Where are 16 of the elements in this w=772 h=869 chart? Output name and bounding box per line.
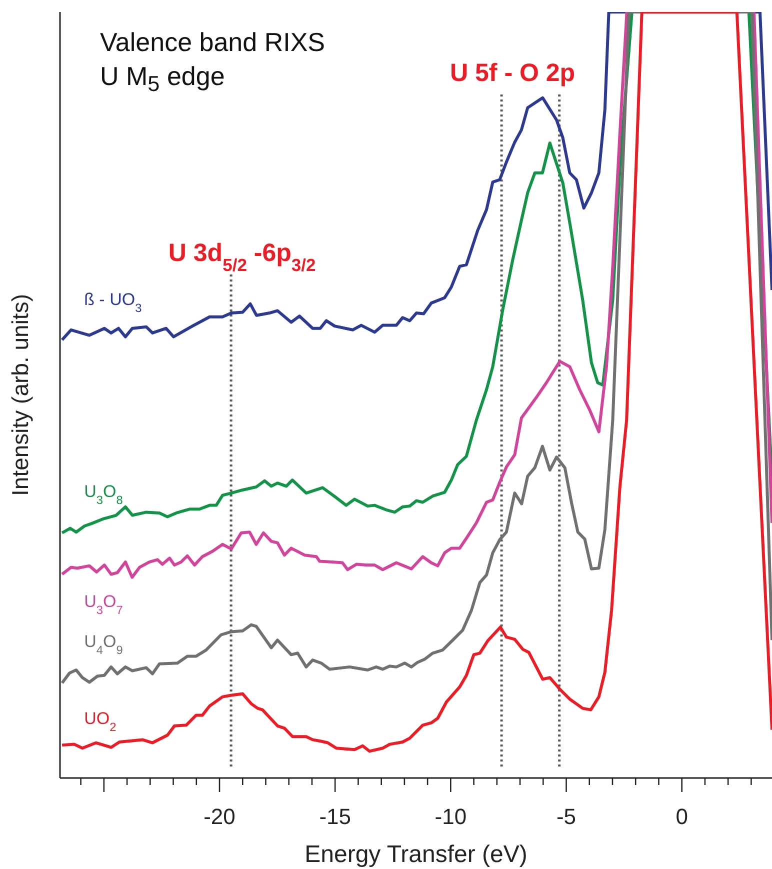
text: U M$_{5}$ edge <box>100 60 226 98</box>
ref-line-label: U 3d$_{5/2}$ -6p$_{3/2}$ <box>168 239 316 276</box>
ref-line-label: U 5f - O 2p <box>450 59 576 88</box>
x-tick-label: -20 <box>204 804 236 829</box>
y-axis-title: Intensity (arb. units) <box>7 294 33 496</box>
x-tick-label: 0 <box>676 804 688 829</box>
x-axis-title: Energy Transfer (eV) <box>304 841 528 868</box>
series-label: U$_{3}$O$_{8}$ <box>84 482 124 507</box>
text: Valence band RIXS <box>100 26 325 59</box>
x-tick-label: -5 <box>556 804 576 829</box>
series-label: UO$_{2}$ <box>84 709 117 734</box>
series-label: ß - UO$_{3}$ <box>84 290 142 315</box>
series-label: U$_{3}$O$_{7}$ <box>84 592 124 618</box>
x-tick-label: -15 <box>319 804 351 829</box>
series-label: U$_{4}$O$_{9}$ <box>84 632 124 658</box>
x-tick-label: -10 <box>434 804 467 829</box>
